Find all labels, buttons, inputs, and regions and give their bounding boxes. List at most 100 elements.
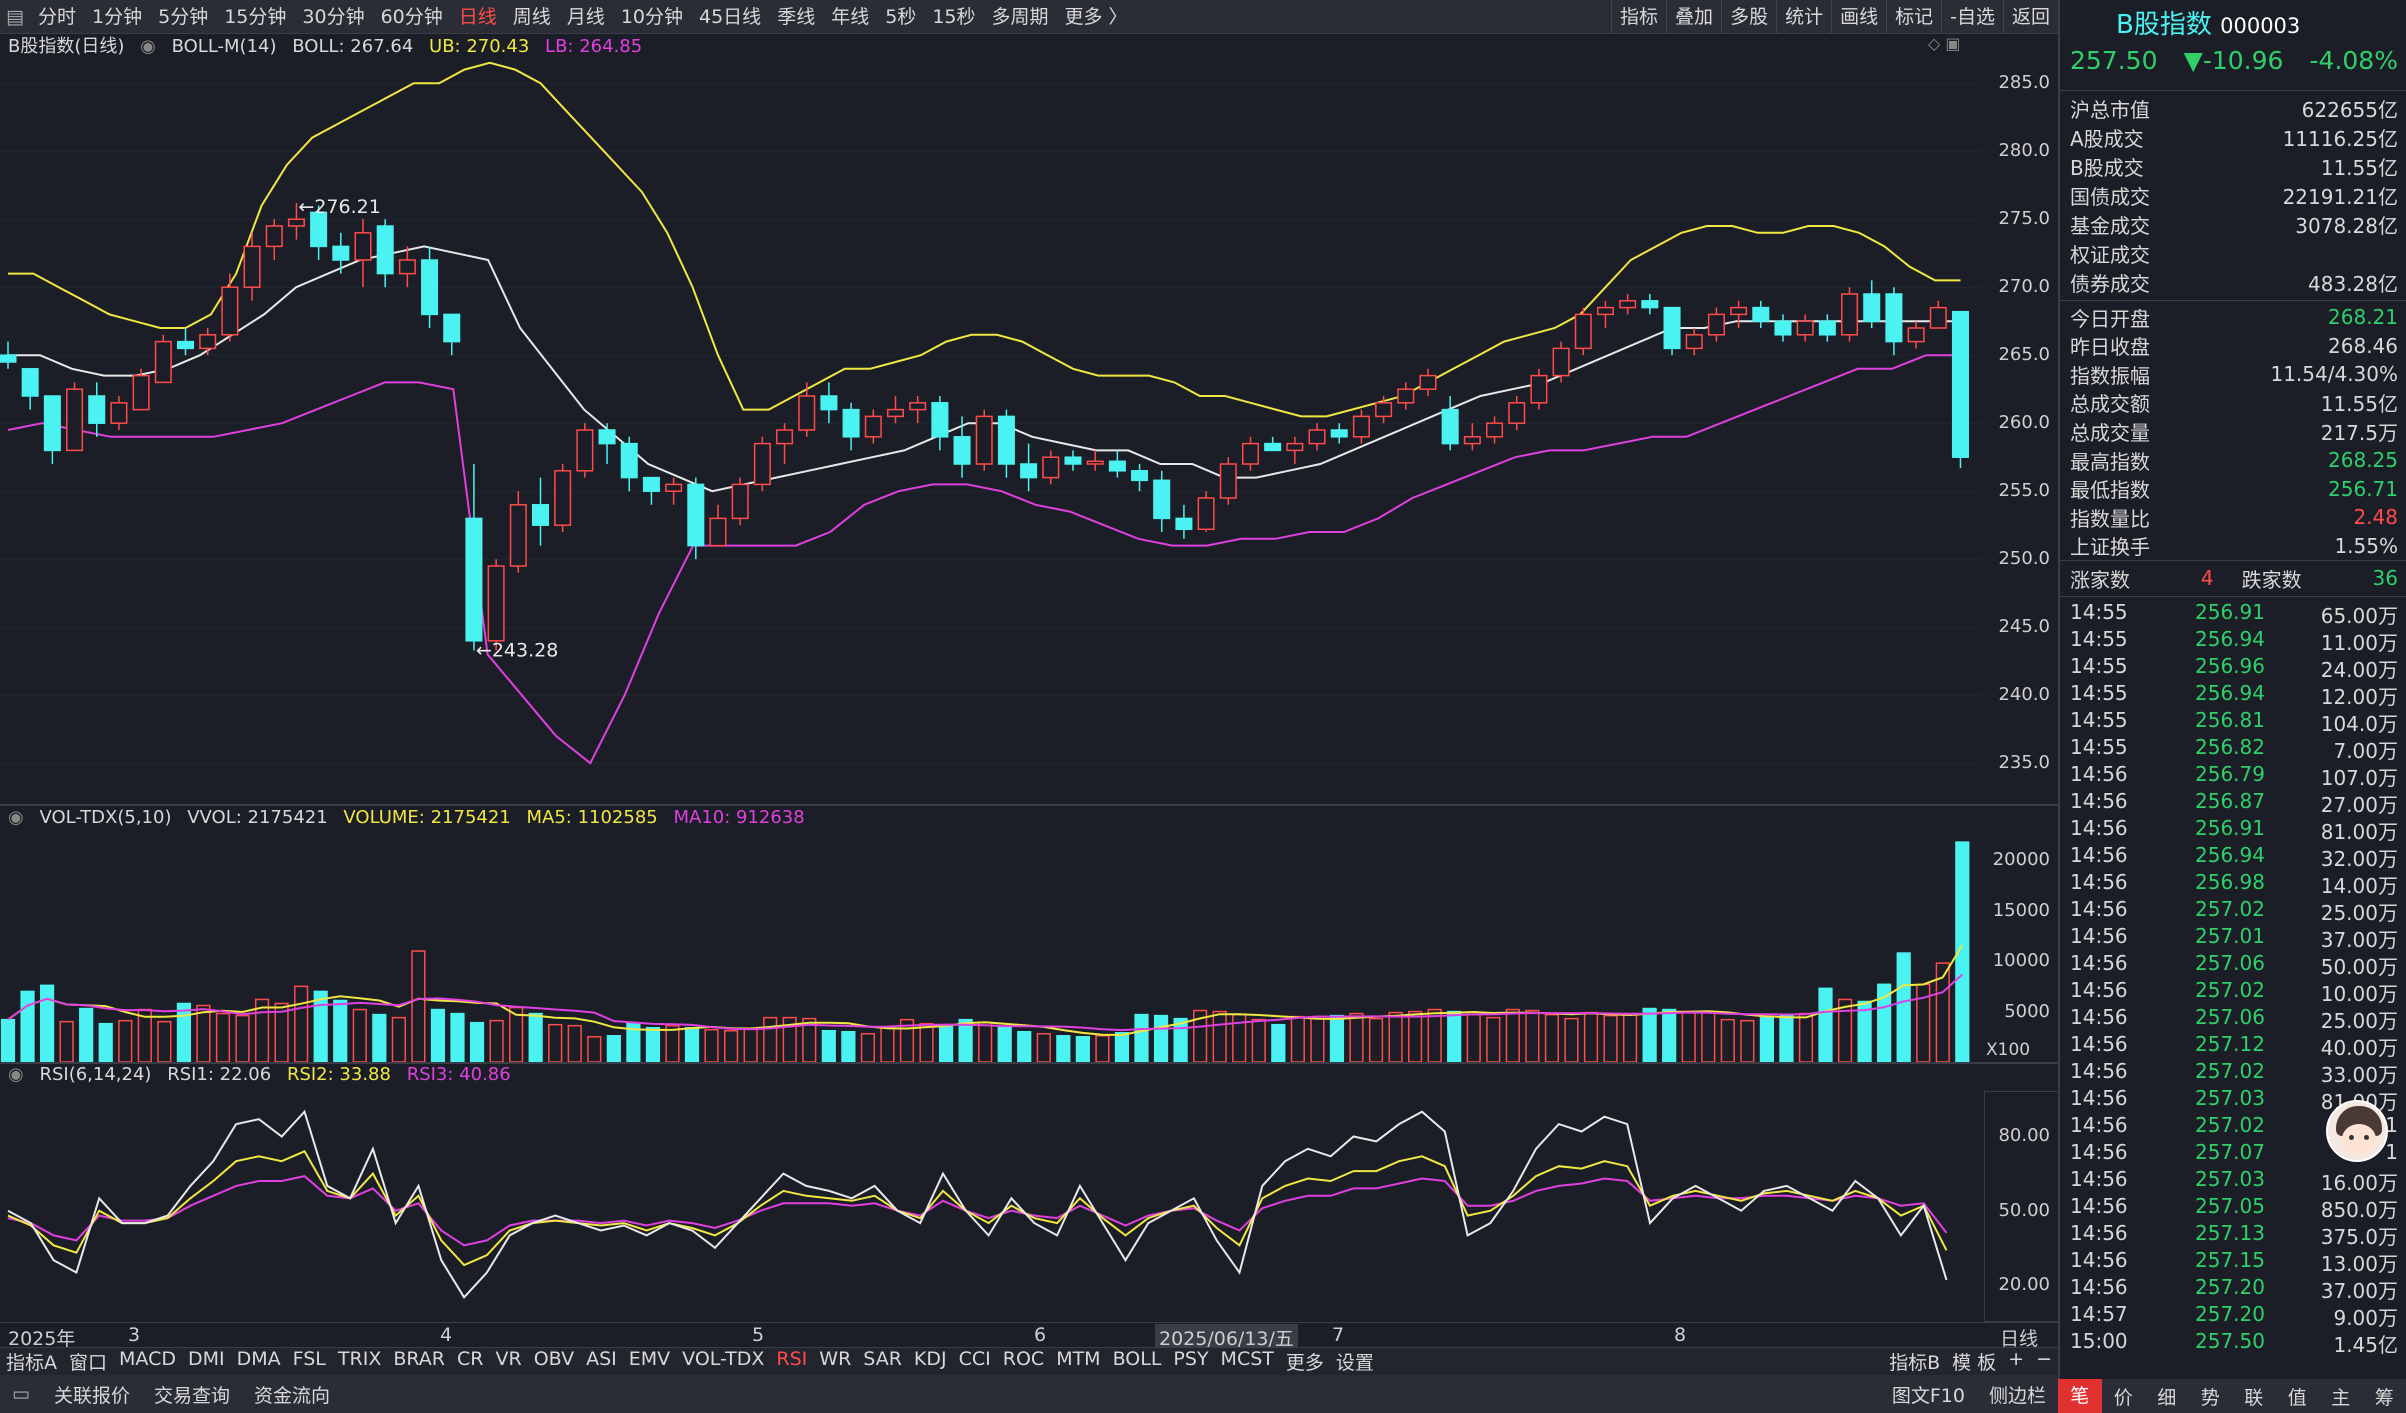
timeframe-2[interactable]: 5分钟: [158, 5, 209, 28]
tick-row: 14:56 257.06 50.00万: [2070, 951, 2398, 979]
volume-bar: [1466, 1013, 1481, 1062]
indicator-tab-1[interactable]: 窗口: [69, 1352, 108, 1374]
toolbar-button-4[interactable]: 画线: [1831, 0, 1886, 34]
assistant-avatar[interactable]: [2326, 1100, 2388, 1162]
candle-body: [421, 259, 439, 316]
tick-row: 14:56 257.06 25.00万: [2070, 1005, 2398, 1033]
indicator-right-0[interactable]: 指标B: [1889, 1352, 1941, 1374]
settings-circle-icon[interactable]: ◉: [8, 1064, 24, 1085]
timeframe-11[interactable]: 季线: [777, 5, 816, 28]
candle-body: [909, 402, 927, 411]
timeframe-9[interactable]: 10分钟: [620, 5, 683, 28]
indicator-right-2[interactable]: +: [2008, 1348, 2025, 1370]
side-tab-7[interactable]: 筹: [2374, 1386, 2394, 1409]
indicator-tab-8[interactable]: CR: [457, 1348, 484, 1370]
timeframe-8[interactable]: 月线: [566, 5, 605, 28]
indicator-tab-13[interactable]: VOL-TDX: [682, 1348, 765, 1370]
toolbar-button-3[interactable]: 统计: [1776, 0, 1831, 34]
indicator-tab-18[interactable]: CCI: [958, 1348, 991, 1370]
indicator-tab-25[interactable]: 设置: [1335, 1352, 1374, 1374]
indicator-tab-4[interactable]: DMA: [236, 1348, 281, 1370]
bottom-link-1[interactable]: 交易查询: [153, 1384, 230, 1407]
indicator-tab-7[interactable]: BRAR: [393, 1348, 446, 1370]
side-tab-6[interactable]: 主: [2331, 1386, 2351, 1409]
bottom-right-0[interactable]: 图文F10: [1891, 1384, 1965, 1407]
indicator-tab-24[interactable]: 更多: [1285, 1352, 1324, 1374]
stat-label: 指数量比: [2070, 506, 2150, 531]
candle-body: [376, 225, 394, 275]
chart-options-icon[interactable]: ◇ ▣: [1928, 34, 1961, 53]
candle-body: [1818, 320, 1836, 336]
grid-icon[interactable]: ▭: [12, 1383, 30, 1405]
price-chart[interactable]: ←276.21 ←243.28: [0, 56, 1982, 804]
timeframe-0[interactable]: 分时: [38, 5, 77, 28]
toolbar-button-7[interactable]: 返回: [2002, 0, 2058, 34]
indicator-tab-19[interactable]: ROC: [1002, 1348, 1045, 1370]
stat-row: 基金成交 3078.28亿: [2070, 210, 2398, 238]
indicator-tab-14[interactable]: RSI: [776, 1348, 808, 1370]
indicator-name[interactable]: BOLL-M(14): [171, 36, 277, 57]
toolbar-button-2[interactable]: 多股: [1721, 0, 1776, 34]
timeframe-16[interactable]: 更多 〉: [1064, 5, 1128, 28]
side-tab-0[interactable]: 笔: [2058, 1379, 2102, 1413]
side-tab-3[interactable]: 势: [2200, 1386, 2220, 1409]
stat-label: 基金成交: [2070, 213, 2150, 238]
volume-chart[interactable]: [0, 830, 1982, 1062]
timeframe-12[interactable]: 年线: [831, 5, 870, 28]
side-tab-5[interactable]: 值: [2287, 1386, 2307, 1409]
toolbar-button-1[interactable]: 叠加: [1666, 0, 1721, 34]
bottom-link-2[interactable]: 资金流向: [253, 1384, 330, 1407]
side-tab-1[interactable]: 价: [2113, 1386, 2133, 1409]
bottom-right-1[interactable]: 侧边栏: [1988, 1384, 2046, 1407]
timeframe-10[interactable]: 45日线: [699, 5, 762, 28]
indicator-tab-11[interactable]: ASI: [586, 1348, 617, 1370]
indicator-tab-12[interactable]: EMV: [628, 1348, 671, 1370]
toolbar-button-0[interactable]: 指标: [1611, 0, 1666, 34]
menu-icon[interactable]: ▤: [6, 5, 24, 28]
indicator-tab-23[interactable]: MCST: [1220, 1348, 1274, 1370]
indicator-tab-5[interactable]: FSL: [292, 1348, 326, 1370]
timeframe-14[interactable]: 15秒: [932, 5, 976, 28]
settings-circle-icon[interactable]: ◉: [8, 807, 24, 828]
indicator-tab-2[interactable]: MACD: [119, 1348, 176, 1370]
timeframe-13[interactable]: 5秒: [885, 5, 917, 28]
indicator-tab-6[interactable]: TRIX: [337, 1348, 382, 1370]
indicator-tab-16[interactable]: SAR: [863, 1348, 902, 1370]
rsi-chart[interactable]: [0, 1087, 1982, 1322]
price-tick: 265.0: [1998, 344, 2050, 366]
indicator-tab-22[interactable]: PSY: [1173, 1348, 1209, 1370]
timeframe-7[interactable]: 周线: [512, 5, 551, 28]
timeframe-4[interactable]: 30分钟: [302, 5, 365, 28]
candle-body: [487, 565, 505, 642]
timeframe-15[interactable]: 多周期: [991, 5, 1049, 28]
timeframe-3[interactable]: 15分钟: [224, 5, 287, 28]
bottom-link-0[interactable]: 关联报价: [53, 1384, 130, 1407]
tick-time: 14:56: [2070, 1194, 2128, 1218]
settings-circle-icon[interactable]: ◉: [140, 36, 156, 57]
indicator-tab-17[interactable]: KDJ: [913, 1348, 947, 1370]
tick-time: 14:56: [2070, 789, 2128, 813]
vol-indicator[interactable]: VOL-TDX(5,10): [39, 807, 172, 828]
price-tick: 280.0: [1998, 140, 2050, 162]
boll-value: BOLL: 267.64: [292, 36, 414, 57]
rsi-indicator[interactable]: RSI(6,14,24): [39, 1064, 152, 1085]
side-tab-2[interactable]: 细: [2157, 1386, 2177, 1409]
candle-body: [1241, 442, 1259, 465]
toolbar-button-5[interactable]: 标记: [1886, 0, 1941, 34]
toolbar-button-6[interactable]: -自选: [1941, 0, 2003, 34]
indicator-tab-9[interactable]: VR: [495, 1348, 522, 1370]
indicator-right-1[interactable]: 模 板: [1952, 1352, 1997, 1374]
volume-bar: [372, 1013, 387, 1062]
timeframe-1[interactable]: 1分钟: [92, 5, 143, 28]
indicator-tab-3[interactable]: DMI: [187, 1348, 225, 1370]
bottom-links: 关联报价 交易查询 资金流向: [42, 1381, 342, 1408]
indicator-tab-15[interactable]: WR: [819, 1348, 852, 1370]
indicator-tab-0[interactable]: 指标A: [6, 1352, 57, 1374]
side-tab-4[interactable]: 联: [2244, 1386, 2264, 1409]
indicator-tab-21[interactable]: BOLL: [1112, 1348, 1162, 1370]
timeframe-5[interactable]: 60分钟: [380, 5, 443, 28]
indicator-right-3[interactable]: −: [2036, 1348, 2052, 1370]
timeframe-6[interactable]: 日线: [458, 5, 497, 28]
indicator-tab-20[interactable]: MTM: [1056, 1348, 1101, 1370]
indicator-tab-10[interactable]: OBV: [533, 1348, 575, 1370]
